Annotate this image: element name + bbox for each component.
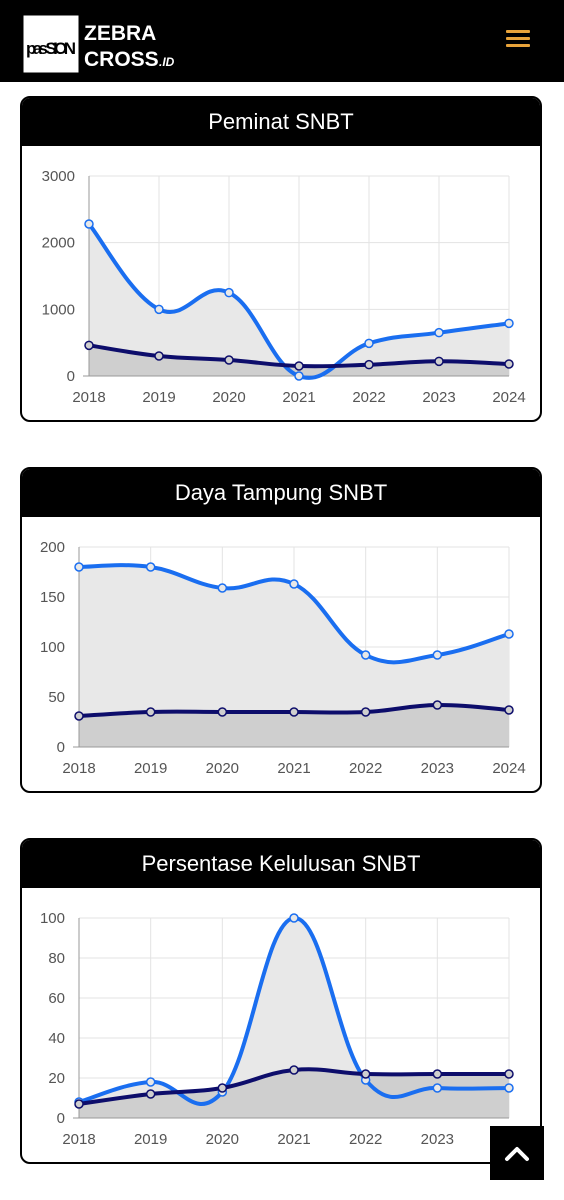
data-point[interactable] (289, 579, 299, 589)
chart-card-peminat: Peminat SNBT 3000 2000 1000 0 2018 2019 2020 20… (20, 96, 542, 422)
scroll-to-top-button[interactable] (490, 1126, 544, 1180)
y-tick-label: 60 (48, 990, 65, 1007)
series-area-2 (79, 704, 509, 747)
x-tick-label: 2024 (492, 760, 525, 777)
data-point[interactable] (432, 1069, 443, 1079)
x-tick-label: 2022 (349, 760, 382, 777)
data-point[interactable] (504, 1069, 514, 1079)
chevron-up-icon (505, 1147, 529, 1161)
x-tick-label: 2021 (277, 1131, 310, 1148)
data-point[interactable] (432, 700, 443, 710)
top-navbar: pas SION ZEBRA CROSS .ID (0, 0, 564, 82)
data-point[interactable] (289, 1065, 299, 1075)
chart-title: Daya Tampung SNBT (22, 469, 540, 517)
data-point[interactable] (432, 650, 443, 660)
x-tick-label: 2022 (352, 389, 385, 406)
y-tick-label: 20 (48, 1070, 65, 1087)
data-point[interactable] (145, 562, 156, 572)
data-point[interactable] (224, 355, 234, 365)
x-tick-label: 2020 (206, 760, 239, 777)
brand-suffix: .ID (159, 55, 175, 69)
data-point[interactable] (145, 1089, 156, 1099)
x-tick-label: 2023 (422, 389, 455, 406)
hamburger-icon[interactable] (504, 27, 532, 51)
data-point[interactable] (294, 361, 304, 371)
data-point[interactable] (432, 1083, 443, 1093)
data-point[interactable] (360, 650, 371, 660)
x-tick-label: 2021 (282, 389, 315, 406)
data-point[interactable] (217, 583, 228, 593)
y-tick-label: 0 (57, 1110, 65, 1127)
chart-title: Peminat SNBT (22, 98, 540, 146)
x-tick-label: 2019 (134, 760, 167, 777)
data-point[interactable] (294, 371, 304, 381)
data-point[interactable] (364, 338, 374, 349)
y-tick-label: 40 (48, 1030, 65, 1047)
x-tick-label: 2018 (62, 1131, 95, 1148)
data-point[interactable] (434, 327, 444, 338)
series-area-1 (89, 224, 509, 378)
x-tick-label: 2020 (212, 389, 245, 406)
data-point[interactable] (84, 219, 94, 229)
chart-peminat: 3000 2000 1000 0 2018 2019 2020 2021 2022 2023 202… (42, 168, 526, 406)
y-tick-label: 80 (48, 950, 65, 967)
data-point[interactable] (74, 562, 84, 572)
data-point[interactable] (145, 707, 156, 717)
y-tick-label: 2000 (42, 235, 75, 252)
data-point[interactable] (434, 356, 444, 367)
x-tick-label: 2018 (62, 760, 95, 777)
x-tick-label: 2019 (142, 389, 175, 406)
data-point[interactable] (504, 1083, 514, 1093)
data-point[interactable] (289, 707, 299, 717)
series-area-1 (79, 917, 509, 1118)
series-area-2 (79, 1069, 509, 1118)
data-point[interactable] (289, 913, 299, 923)
x-tick-label: 2021 (277, 760, 310, 777)
data-point[interactable] (504, 629, 514, 639)
brand-line-1: ZEBRA (84, 22, 156, 45)
data-point[interactable] (504, 359, 514, 369)
data-point[interactable] (84, 340, 94, 351)
y-tick-label: 50 (48, 689, 65, 706)
y-tick-label: 1000 (42, 301, 75, 318)
data-point[interactable] (360, 1069, 371, 1079)
data-point[interactable] (217, 707, 228, 717)
data-point[interactable] (504, 705, 514, 715)
chart-title: Persentase Kelulusan SNBT (22, 840, 540, 888)
y-tick-label: 100 (40, 910, 65, 927)
brand-line-2: CROSS (84, 48, 159, 71)
x-tick-label: 2023 (421, 1131, 454, 1148)
chart-card-daya-tampung: Daya Tampung SNBT 200 150 100 50 0 2018 2019 20… (20, 467, 542, 793)
x-tick-label: 2018 (72, 389, 105, 406)
y-tick-label: 0 (67, 368, 75, 385)
chart-kelulusan: 1008060402002018201920202021202220232024 (40, 910, 526, 1148)
y-tick-label: 3000 (42, 168, 75, 185)
y-tick-label: 0 (57, 739, 65, 756)
data-point[interactable] (74, 711, 84, 721)
data-point[interactable] (154, 351, 164, 361)
data-point[interactable] (360, 707, 371, 717)
x-tick-label: 2020 (206, 1131, 239, 1148)
series-area-1 (79, 565, 509, 747)
data-point[interactable] (504, 318, 514, 329)
data-point[interactable] (74, 1099, 84, 1109)
site-logo[interactable]: pas SION ZEBRA CROSS .ID (22, 14, 182, 74)
chart-daya-tampung: 200 150 100 50 0 2018 2019 2020 2021 2022 2023 2024 (40, 539, 526, 777)
y-tick-label: 200 (40, 539, 65, 556)
data-point[interactable] (364, 359, 374, 370)
x-tick-label: 2022 (349, 1131, 382, 1148)
y-tick-label: 150 (40, 589, 65, 606)
logo-mark: pas SION (26, 39, 76, 58)
data-point[interactable] (217, 1083, 228, 1093)
x-tick-label: 2019 (134, 1131, 167, 1148)
x-tick-label: 2023 (421, 760, 454, 777)
data-point[interactable] (145, 1077, 156, 1087)
chart-card-kelulusan: Persentase Kelulusan SNBT 100 80 60 40 20 0 20… (20, 838, 542, 1164)
series-area-2 (89, 345, 509, 376)
x-tick-label: 2024 (492, 389, 525, 406)
data-point[interactable] (224, 287, 234, 298)
data-point[interactable] (154, 304, 164, 315)
y-tick-label: 100 (40, 639, 65, 656)
